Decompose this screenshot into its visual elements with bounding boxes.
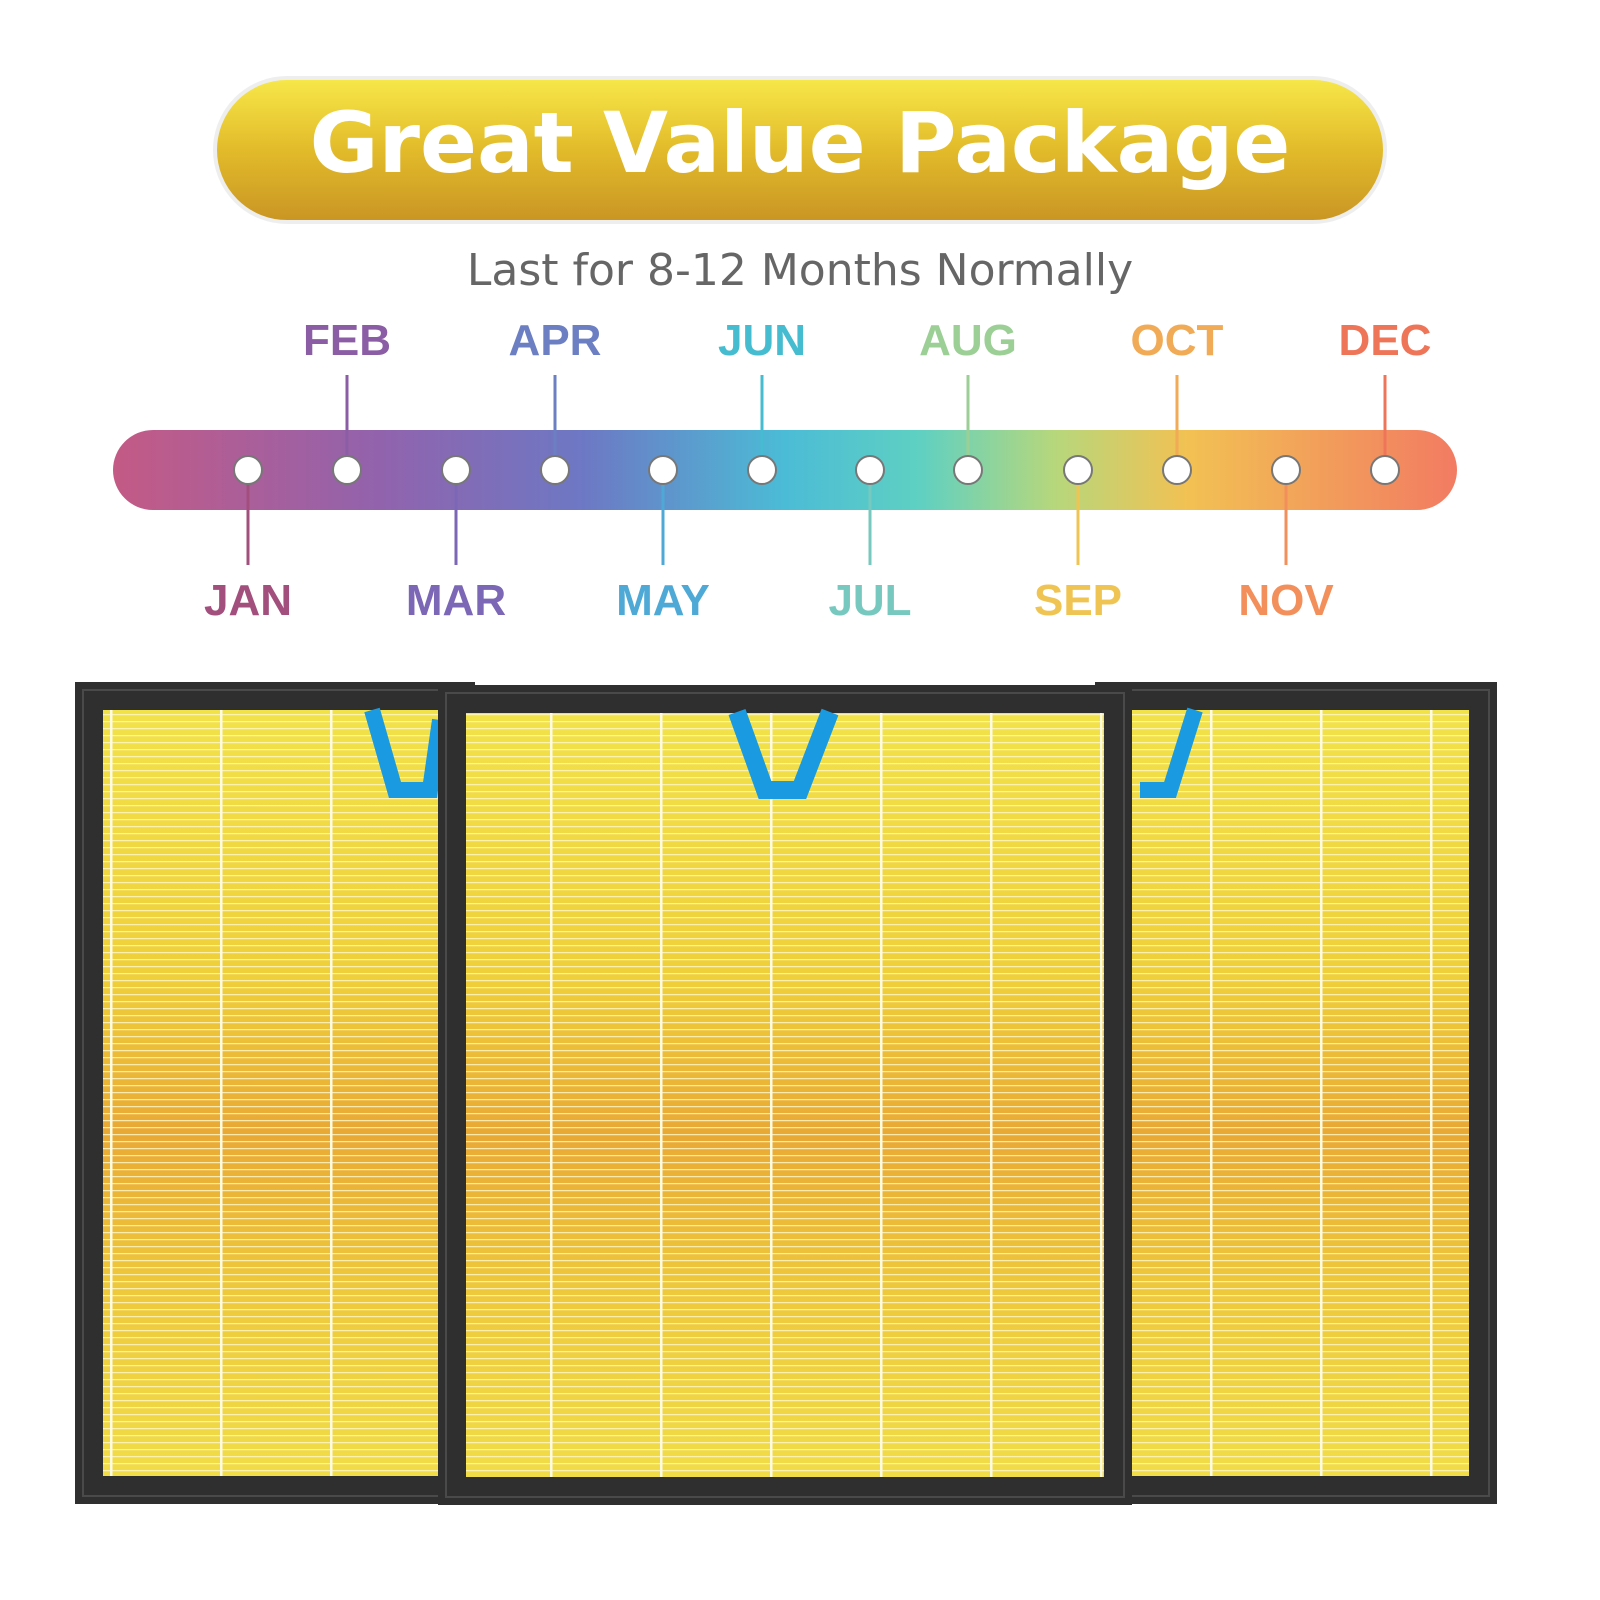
timeline-bar xyxy=(113,430,1457,510)
month-label: OCT xyxy=(1131,316,1224,365)
month-dot xyxy=(1162,455,1192,485)
month-label: SEP xyxy=(1034,576,1122,625)
month-dot xyxy=(855,455,885,485)
pull-tab xyxy=(1140,707,1203,798)
month-label: APR xyxy=(509,316,602,365)
month-dot xyxy=(1063,455,1093,485)
subtitle: Last for 8-12 Months Normally xyxy=(467,245,1133,296)
month-dot xyxy=(648,455,678,485)
filter-pleats xyxy=(466,713,1104,1477)
month-dot xyxy=(953,455,983,485)
month-dot xyxy=(1370,455,1400,485)
month-label: JAN xyxy=(204,576,292,625)
banner xyxy=(213,76,1387,224)
month-label: MAY xyxy=(616,576,710,625)
pull-tab xyxy=(728,708,839,799)
filters xyxy=(75,682,1497,1505)
month-label: NOV xyxy=(1238,576,1334,625)
month-dot xyxy=(441,455,471,485)
pull-tab xyxy=(364,707,448,798)
month-label: JUL xyxy=(828,576,911,625)
month-dot xyxy=(540,455,570,485)
month-label: JUN xyxy=(718,316,806,365)
month-label: AUG xyxy=(919,316,1017,365)
month-label: DEC xyxy=(1339,316,1432,365)
filter-pleats xyxy=(1123,710,1469,1476)
month-dot xyxy=(233,455,263,485)
timeline-months: JAN FEB MAR APR MAY JUN JUL AUG SEP OCT NOV DEC xyxy=(204,316,1431,625)
filter-frame-inner xyxy=(445,692,1125,1498)
month-label: FEB xyxy=(303,316,391,365)
filter-pleats xyxy=(103,710,447,1476)
month-dot xyxy=(332,455,362,485)
month-dot xyxy=(747,455,777,485)
month-label: MAR xyxy=(406,576,506,625)
banner-title: Great Value Package xyxy=(310,94,1291,192)
month-dot xyxy=(1271,455,1301,485)
